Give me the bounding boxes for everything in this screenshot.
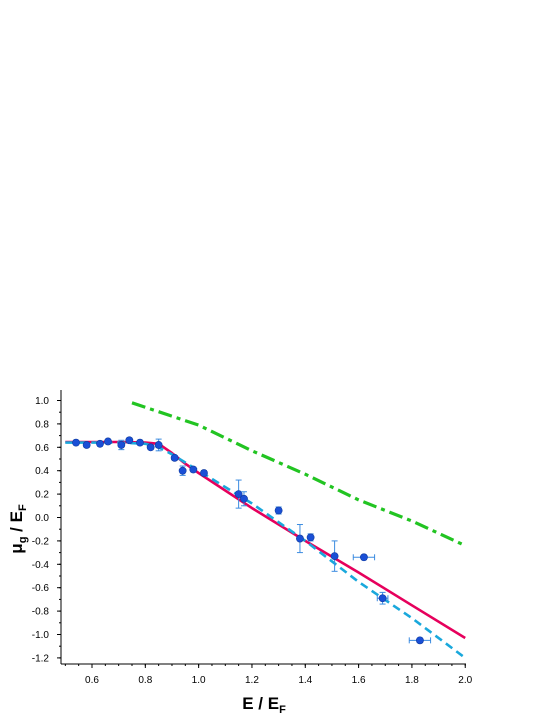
data-point xyxy=(408,636,432,645)
data-point xyxy=(96,439,104,448)
data-marker xyxy=(170,453,179,462)
data-marker xyxy=(360,553,368,562)
data-point xyxy=(240,491,248,507)
y-tick-label: -0.2 xyxy=(32,536,50,547)
data-point xyxy=(170,453,179,462)
y-axis-title-sub2: F xyxy=(17,504,29,511)
data-marker xyxy=(146,443,155,452)
data-point xyxy=(72,438,80,447)
data-marker xyxy=(306,533,315,542)
x-tick-label: 1.6 xyxy=(352,675,366,686)
data-point xyxy=(200,469,208,477)
data-marker xyxy=(125,436,134,445)
x-tick-label: 1.4 xyxy=(298,675,312,686)
data-point xyxy=(306,533,315,542)
data-marker xyxy=(154,441,163,449)
x-tick-label: 0.6 xyxy=(85,675,99,686)
data-point xyxy=(146,443,155,452)
data-points xyxy=(72,436,432,645)
data-marker xyxy=(234,490,243,498)
y-axis-title-sub1: g xyxy=(17,537,29,544)
y-tick-label: -1.0 xyxy=(32,630,50,641)
data-marker xyxy=(178,466,187,475)
y-axis-ticks: 1.0 0.8 0.6 0.4 0.2 0.0 -0.2 -0.4 -0.6 -0.8 -1.0 -1… xyxy=(32,396,61,664)
data-marker xyxy=(104,437,112,446)
data-marker xyxy=(330,552,339,561)
data-point xyxy=(117,439,126,451)
data-point xyxy=(330,540,339,572)
data-marker xyxy=(296,534,304,543)
data-point xyxy=(178,465,187,476)
data-point xyxy=(189,465,198,474)
data-marker xyxy=(200,469,208,477)
x-tick-label: 0.8 xyxy=(138,675,152,686)
data-point xyxy=(376,591,389,605)
y-tick-label: 0.0 xyxy=(35,513,49,524)
y-tick-label: 1.0 xyxy=(35,396,49,407)
dashdot-theory-line xyxy=(131,401,466,548)
data-marker xyxy=(136,438,144,447)
series-lines xyxy=(65,401,466,659)
x-tick-label: 1.0 xyxy=(192,675,206,686)
data-marker xyxy=(189,465,198,474)
data-point xyxy=(154,438,163,452)
data-marker xyxy=(378,594,387,603)
y-axis-title: μg / EF xyxy=(7,504,29,554)
x-tick-label: 2.0 xyxy=(458,675,472,686)
y-tick-label: 0.6 xyxy=(35,443,49,454)
data-marker xyxy=(240,494,248,503)
data-point xyxy=(296,524,304,554)
data-point xyxy=(352,553,376,562)
data-marker xyxy=(82,441,91,449)
y-tick-label: 0.4 xyxy=(35,466,49,477)
data-marker xyxy=(72,438,80,447)
y-tick-label: -1.2 xyxy=(32,653,50,664)
data-point xyxy=(125,436,134,445)
y-tick-label: -0.6 xyxy=(32,583,50,594)
data-marker xyxy=(117,441,126,449)
y-axis-title-mid: / E xyxy=(7,511,26,537)
data-point xyxy=(104,437,112,446)
y-tick-label: -0.8 xyxy=(32,607,50,618)
data-point xyxy=(82,441,91,449)
x-axis-ticks: 0.6 0.8 1.0 1.2 1.4 1.6 1.8 2.0 xyxy=(64,664,473,686)
y-tick-label: -0.4 xyxy=(32,560,50,571)
x-tick-label: 1.2 xyxy=(245,675,259,686)
x-axis-title-sub: F xyxy=(279,704,286,716)
y-tick-label: 0.8 xyxy=(35,419,49,430)
x-axis-title-main: E / E xyxy=(242,694,279,713)
data-marker xyxy=(96,439,104,448)
data-marker xyxy=(274,506,283,515)
y-axis-title-main: μ xyxy=(7,543,26,553)
y-tick-label: 0.2 xyxy=(35,490,49,501)
dashed-theory-line xyxy=(65,441,466,659)
x-axis-title: E / EF xyxy=(242,694,286,716)
solid-theory-line xyxy=(65,440,466,640)
data-point xyxy=(234,479,243,509)
data-point xyxy=(136,438,144,447)
data-point xyxy=(274,506,283,515)
data-marker xyxy=(416,636,424,645)
x-tick-label: 1.8 xyxy=(405,675,419,686)
